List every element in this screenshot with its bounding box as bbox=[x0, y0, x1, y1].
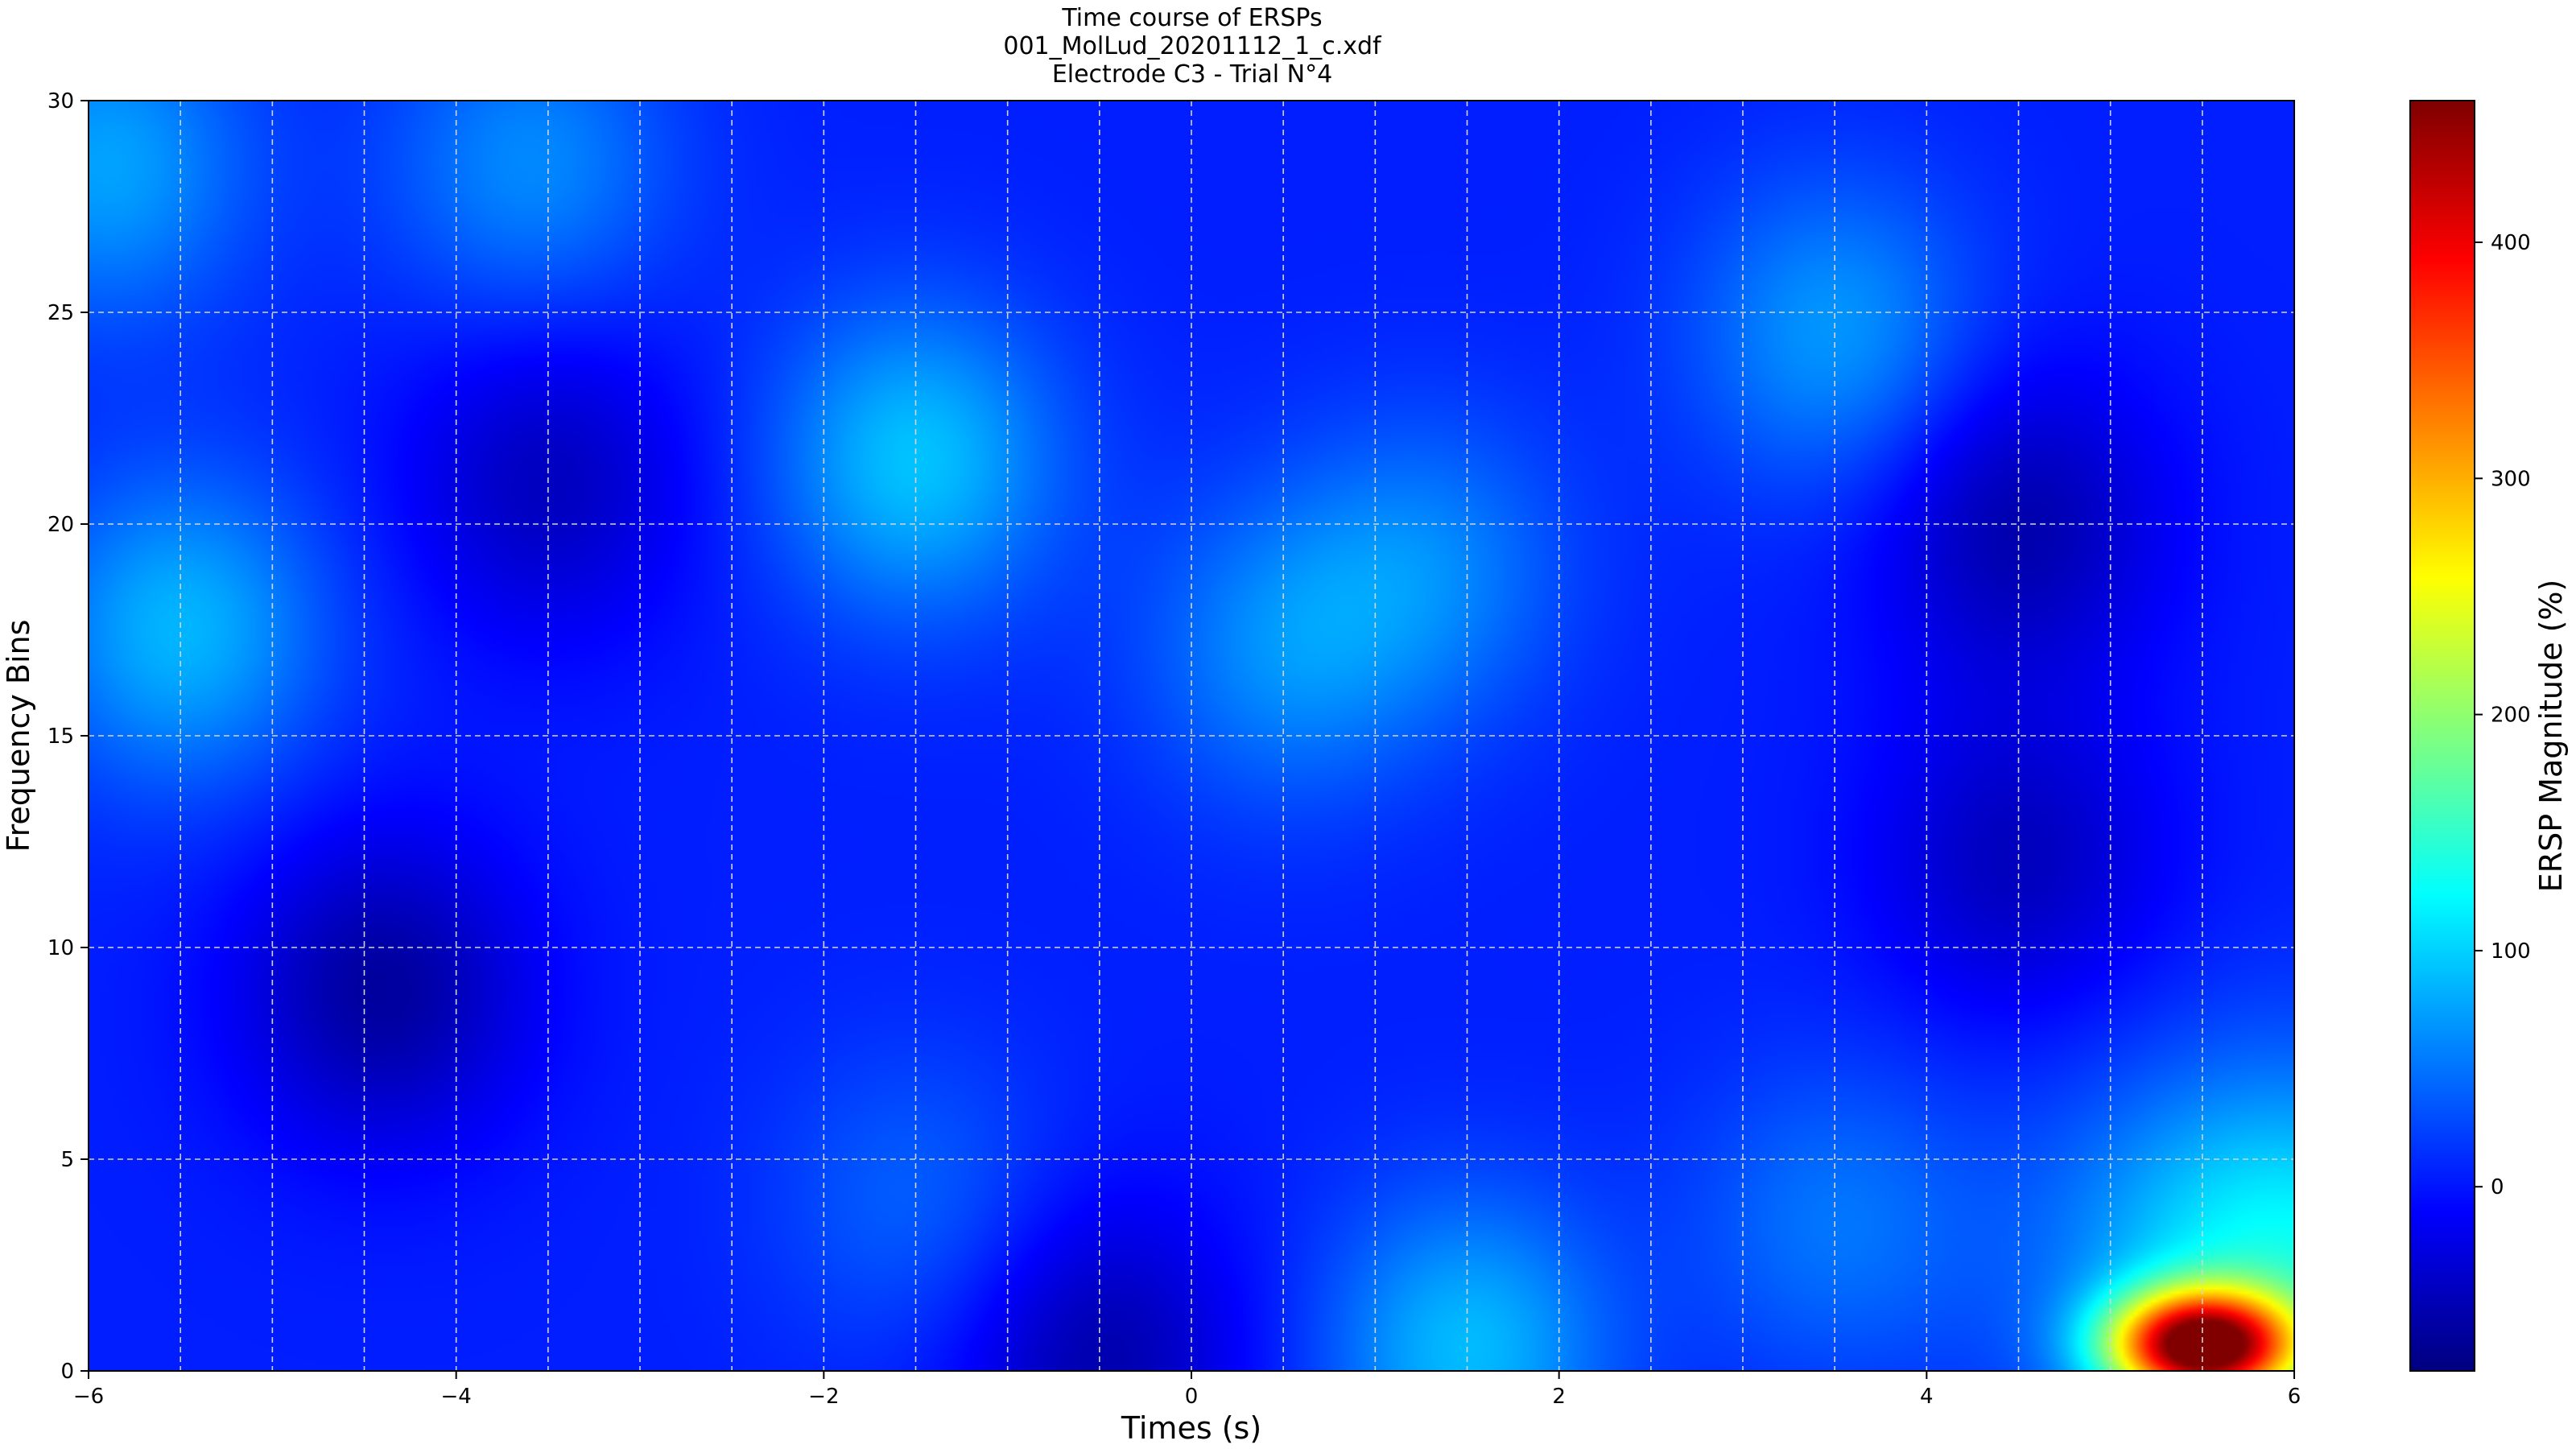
x-tick-label: 4 bbox=[1920, 1385, 1934, 1409]
colorbar-gradient bbox=[2410, 101, 2475, 1371]
x-axis-label: Times (s) bbox=[1121, 1410, 1261, 1446]
y-tick-label: 5 bbox=[60, 1148, 74, 1172]
y-axis: 0 5 10 15 20 25 30 bbox=[47, 89, 89, 1384]
colorbar: 0 100 200 300 400 ERSP Magnitude (%) bbox=[2409, 100, 2569, 1372]
colorbar-tick-label: 300 bbox=[2491, 467, 2531, 491]
colorbar-frame bbox=[2409, 100, 2475, 1372]
colorbar-tick-label: 100 bbox=[2491, 939, 2531, 964]
x-tick-label: −6 bbox=[73, 1385, 104, 1409]
chart-title: Time course of ERSPs 001_MolLud_20201112… bbox=[1003, 4, 1382, 89]
y-axis-label: Frequency Bins bbox=[1, 620, 36, 852]
title-line-3: Electrode C3 - Trial N°4 bbox=[1052, 60, 1332, 89]
x-tick-label: −4 bbox=[441, 1385, 472, 1409]
y-tick-label: 15 bbox=[47, 724, 74, 749]
x-tick-label: 2 bbox=[1552, 1385, 1566, 1409]
colorbar-label: ERSP Magnitude (%) bbox=[2533, 580, 2569, 893]
title-line-2: 001_MolLud_20201112_1_c.xdf bbox=[1003, 32, 1382, 60]
y-tick-label: 20 bbox=[47, 513, 74, 537]
grid bbox=[89, 101, 2294, 1371]
y-tick-label: 30 bbox=[47, 89, 74, 114]
x-axis: −6 −4 −2 0 2 4 6 bbox=[73, 1371, 2301, 1409]
x-tick-label: 6 bbox=[2288, 1385, 2301, 1409]
y-tick-label: 25 bbox=[47, 301, 74, 325]
x-tick-label: −2 bbox=[808, 1385, 839, 1409]
colorbar-tick-label: 200 bbox=[2491, 704, 2531, 728]
y-tick-label: 0 bbox=[60, 1360, 74, 1384]
title-line-1: Time course of ERSPs bbox=[1061, 4, 1322, 32]
y-tick-label: 10 bbox=[47, 936, 74, 960]
colorbar-tick-label: 0 bbox=[2491, 1175, 2504, 1199]
colorbar-ticks: 0 100 200 300 400 bbox=[2475, 231, 2531, 1199]
colorbar-tick-label: 400 bbox=[2491, 231, 2531, 255]
x-tick-label: 0 bbox=[1185, 1385, 1199, 1409]
